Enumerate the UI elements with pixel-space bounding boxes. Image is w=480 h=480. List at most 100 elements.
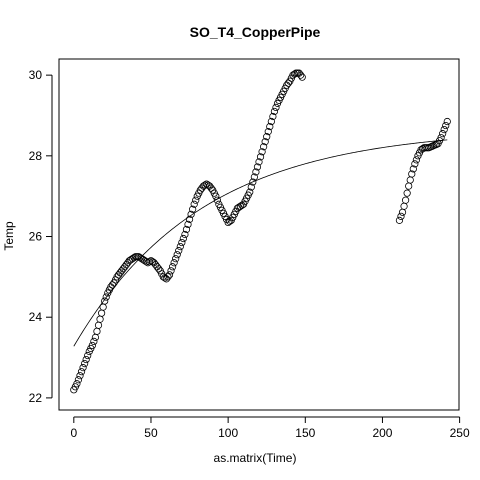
data-point [176,243,184,251]
data-point [167,267,175,275]
data-point [102,293,110,301]
data-point [84,351,92,360]
data-point [74,376,83,384]
data-point [264,128,272,136]
y-tick-label: 30 [29,68,43,82]
data-point [189,205,197,213]
data-point [442,121,450,130]
x-tick-label: 50 [144,426,158,440]
data-point [400,202,408,210]
y-axis-label: Temp [2,221,16,251]
data-point [81,359,89,368]
data-point [155,265,163,273]
data-point [443,117,451,126]
data-point [190,200,198,208]
chart-title: SO_T4_CopperPipe [190,24,321,40]
data-point [212,192,220,200]
data-point [409,165,417,173]
data-point [207,184,215,192]
data-point [76,372,84,380]
data-point [170,259,178,267]
data-point [297,71,305,79]
data-point [395,216,404,224]
data-point [182,225,191,234]
data-point [168,263,177,271]
data-point [249,178,257,186]
data-point [97,309,106,317]
x-tick-label: 200 [372,426,392,440]
data-point [91,333,100,341]
fit-curve-line [73,139,448,347]
data-point [192,196,200,204]
data-point [175,247,183,255]
x-axis-label: as.matrix(Time) [214,451,297,465]
data-point [250,173,258,181]
data-point [187,210,195,218]
data-point [401,196,410,204]
y-tick-label: 22 [29,391,43,405]
data-point [252,168,260,176]
plot-area-frame [58,58,460,411]
data-point [397,212,405,220]
data-point [440,126,448,134]
data-point [82,355,90,364]
data-point [267,117,275,126]
data-point [93,327,101,335]
x-tick-label: 100 [218,426,238,440]
data-point [184,220,192,229]
data-point [246,188,254,196]
data-point [261,138,269,146]
x-axis: 0 50 100 150 200 250 [70,416,470,440]
data-point [272,103,280,112]
data-point [260,143,268,151]
data-point [181,230,189,239]
data-point [437,134,445,142]
data-point [258,148,266,156]
data-point [408,170,416,178]
data-point [412,156,421,164]
x-tick-label: 150 [295,426,315,440]
data-point [94,321,103,329]
data-point [77,368,86,376]
y-tick-label: 24 [29,310,43,324]
data-point [255,158,263,166]
data-point [266,122,274,131]
x-tick-label: 250 [450,426,470,440]
data-point [96,315,104,323]
data-point [88,341,96,350]
y-tick-label: 26 [29,230,43,244]
fit-curve-layer [73,139,448,347]
data-point [439,130,447,138]
data-point [406,176,414,184]
y-axis: 22 24 26 28 30 [29,68,53,405]
data-point [99,303,107,311]
data-point [172,255,180,263]
data-point [398,208,407,216]
data-point [403,189,411,197]
data-point [298,73,306,81]
data-point [145,258,154,266]
data-point [284,79,292,87]
data-point [411,160,419,168]
data-point [179,234,187,243]
data-point [247,183,255,191]
data-point [213,196,221,204]
data-point [263,133,271,141]
data-point [253,163,262,171]
data-point [185,215,194,223]
data-point [164,273,172,281]
data-point [270,107,279,116]
data-point [269,112,277,121]
data-point [90,337,98,346]
data-point [73,380,81,388]
data-point [165,271,174,279]
data-point [201,181,209,189]
data-point [256,153,265,161]
data-point [101,297,109,305]
data-points-layer [70,69,451,394]
data-point [173,251,181,259]
x-tick-label: 0 [70,426,77,440]
data-point [178,238,186,247]
data-point [79,364,87,372]
